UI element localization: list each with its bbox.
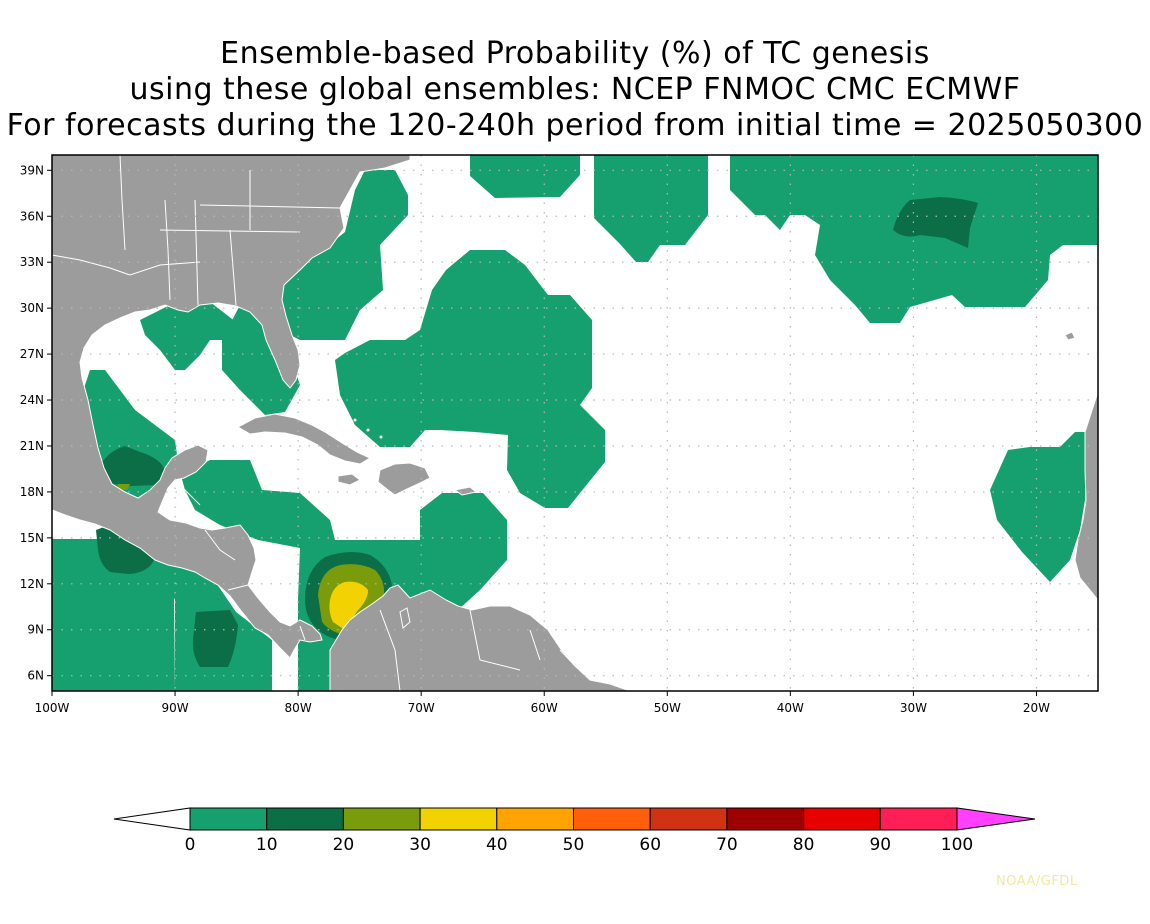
lon-tick-label: 70W <box>408 701 435 715</box>
graticule-grid <box>52 155 1098 691</box>
colorbar-level-label: 80 <box>793 835 815 855</box>
title-line-2: using these global ensembles: NCEP FNMOC… <box>129 72 1021 107</box>
colorbar-level-label: 10 <box>256 835 278 855</box>
colorbar-level-label: 70 <box>716 835 738 855</box>
probability-30-40-regions <box>329 581 368 630</box>
colorbar-swatch <box>573 807 651 831</box>
probability-0-10-regions <box>52 155 1098 691</box>
hispaniola-land <box>377 462 431 496</box>
lat-tick-label: 9N <box>27 623 44 637</box>
lat-tick-label: 30N <box>20 301 44 315</box>
lon-tick-label: 60W <box>531 701 558 715</box>
colorbar-under-triangle <box>113 807 191 831</box>
lat-tick-label: 15N <box>20 531 44 545</box>
colorbar-swatch <box>879 807 958 831</box>
canary-islands-land <box>1064 331 1076 341</box>
lon-tick-label: 30W <box>900 701 927 715</box>
colorbar-swatch <box>803 807 881 831</box>
colorbar-swatch <box>266 807 344 831</box>
lon-tick-label: 90W <box>161 701 188 715</box>
lat-tick-label: 36N <box>20 209 44 223</box>
longitude-axis: 100W 90W 80W 70W 60W 50W 40W 30W 20W <box>35 691 1050 715</box>
colorbar-swatch <box>496 807 574 831</box>
colorbar-swatch <box>726 807 805 831</box>
lat-tick-label: 39N <box>20 163 44 177</box>
colorbar-level-label: 0 <box>185 835 196 855</box>
puerto-rico-land <box>453 486 478 496</box>
colorbar-over-triangle <box>956 807 1036 831</box>
cuba-land <box>236 413 372 465</box>
lon-tick-label: 40W <box>777 701 804 715</box>
colorbar-level-label: 30 <box>409 835 431 855</box>
colorbar-swatch <box>189 807 268 831</box>
title-line-3: For forecasts during the 120-240h period… <box>6 108 1144 143</box>
colorbar-level-label: 50 <box>563 835 585 855</box>
lon-tick-label: 20W <box>1023 701 1050 715</box>
colorbar: 0 10 20 30 40 50 60 70 80 90 100 <box>113 807 1036 855</box>
colorbar-level-label: 60 <box>639 835 661 855</box>
latitude-axis: 6N 9N 12N 15N 18N 21N 24N 27N 30N 33N 36N 39N <box>20 163 52 683</box>
colorbar-swatch <box>649 807 728 831</box>
jamaica-land <box>337 473 361 486</box>
africa-land <box>1074 391 1098 601</box>
map-frame <box>51 154 1099 692</box>
land-masses <box>52 155 1098 691</box>
colorbar-level-label: 40 <box>486 835 508 855</box>
lat-tick-label: 24N <box>20 393 44 407</box>
lon-tick-label: 50W <box>654 701 681 715</box>
lon-tick-label: 80W <box>285 701 312 715</box>
lat-tick-label: 12N <box>20 577 44 591</box>
lat-tick-label: 18N <box>20 485 44 499</box>
lat-tick-label: 6N <box>27 669 44 683</box>
lon-tick-label: 100W <box>35 701 70 715</box>
colorbar-swatch <box>342 807 421 831</box>
colorbar-level-label: 90 <box>869 835 891 855</box>
colorbar-level-label: 100 <box>941 835 973 855</box>
lat-tick-label: 33N <box>20 255 44 269</box>
political-borders <box>52 155 576 691</box>
north-america-land <box>52 155 411 659</box>
trinidad-land <box>399 607 411 629</box>
colorbar-swatch <box>419 807 498 831</box>
credit-label: NOAA/GFDL <box>996 874 1078 889</box>
caribbean-islands <box>310 358 524 577</box>
colorbar-level-label: 20 <box>333 835 355 855</box>
title-line-1: Ensemble-based Probability (%) of TC gen… <box>220 36 930 71</box>
lat-tick-label: 21N <box>20 439 44 453</box>
lat-tick-label: 27N <box>20 347 44 361</box>
